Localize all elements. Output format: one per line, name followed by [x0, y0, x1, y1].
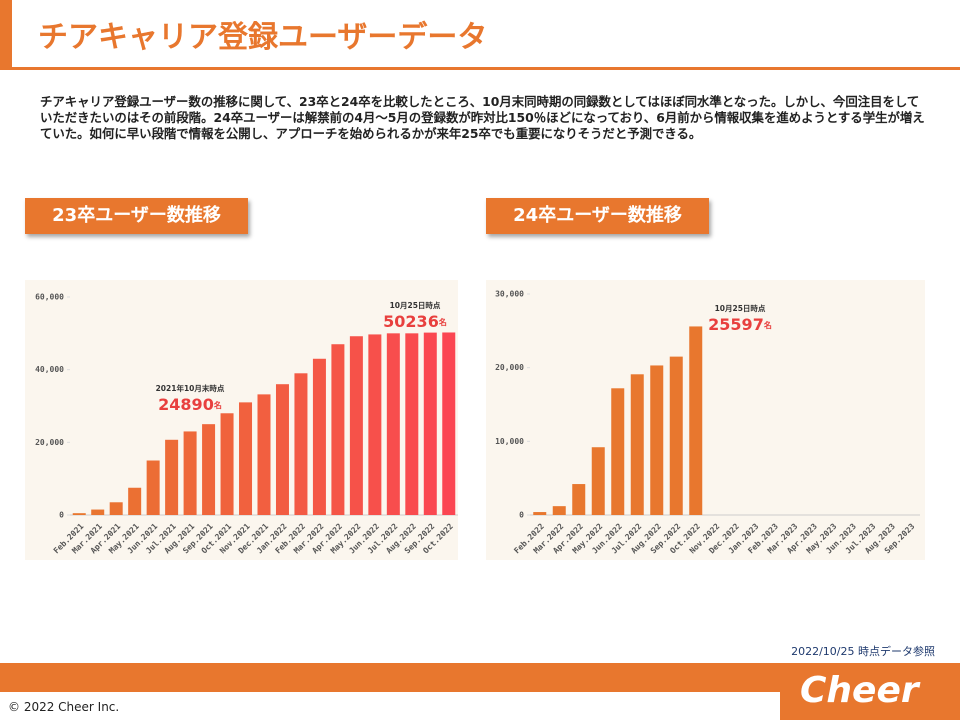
y-tick-label: 0: [519, 511, 524, 520]
y-tick-label: 40,000: [35, 365, 64, 374]
section-header: 24卒ユーザー数推移: [486, 198, 709, 234]
y-tick-label: 20,000: [35, 438, 64, 447]
annotation-unit: 名: [438, 317, 447, 327]
bar: [275, 384, 289, 515]
bar: [146, 460, 160, 515]
annotation-unit: 名: [763, 320, 772, 330]
bar: [312, 358, 326, 515]
bar: [91, 509, 105, 515]
bar: [442, 332, 456, 515]
annotation-label: 2021年10月末時点: [156, 383, 225, 393]
annotation-unit: 名: [213, 400, 222, 410]
annotation-number: 50236: [383, 312, 439, 331]
bar: [183, 431, 197, 515]
logo-block: [780, 663, 960, 720]
charts: 020,00040,00060,000Feb.2021Mar.2021Apr.2…: [25, 280, 925, 560]
bar: [72, 513, 86, 515]
annotation-value: 25597名: [708, 315, 772, 334]
annotation-number: 25597: [708, 315, 764, 334]
bar: [257, 394, 271, 515]
chart-panel: [486, 280, 925, 560]
bar: [165, 439, 179, 515]
y-tick-label: 60,000: [35, 293, 64, 302]
bar: [331, 344, 345, 515]
bar: [630, 374, 644, 515]
annotation-label: 10月25日時点: [715, 303, 766, 313]
bar: [533, 512, 547, 515]
y-tick-label: 30,000: [495, 290, 524, 299]
annotation-label: 10月25日時点: [390, 300, 441, 310]
bar: [650, 365, 664, 515]
bar: [109, 502, 123, 515]
slide-title: チアキャリア登録ユーザーデータ: [38, 20, 488, 55]
bar: [552, 506, 566, 515]
bar: [128, 487, 142, 515]
section-header: 23卒ユーザー数推移: [25, 198, 248, 234]
bar: [368, 334, 382, 515]
description: チアキャリア登録ユーザー数の推移に関して、23卒と24卒を比較したところ、10月…: [40, 94, 925, 141]
bar: [572, 484, 586, 515]
bar: [611, 388, 625, 515]
bar: [423, 332, 437, 515]
bar: [239, 402, 253, 515]
bar: [669, 356, 683, 515]
data-note: 2022/10/25 時点データ参照: [791, 645, 935, 658]
bar: [405, 333, 419, 515]
bar: [591, 447, 605, 515]
annotation-value: 24890名: [158, 395, 222, 414]
annotation-number: 24890: [158, 395, 214, 414]
y-tick-label: 20,000: [495, 363, 524, 372]
bar: [202, 424, 216, 515]
bar: [349, 336, 363, 515]
title-bar: [0, 0, 960, 70]
bar: [386, 333, 400, 515]
annotation-value: 50236名: [383, 312, 447, 331]
bar: [220, 413, 234, 515]
bar: [294, 373, 308, 515]
logo: Cheer: [800, 670, 919, 711]
bar: [689, 326, 703, 515]
copyright: © 2022 Cheer Inc.: [8, 700, 120, 714]
y-tick-label: 0: [59, 511, 64, 520]
y-tick-label: 10,000: [495, 437, 524, 446]
